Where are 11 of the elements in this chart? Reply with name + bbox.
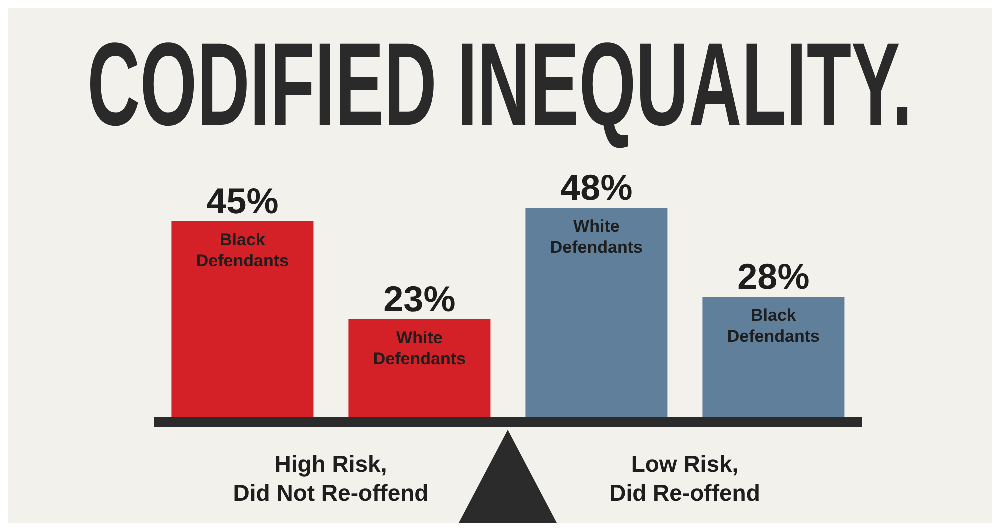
chart-title: CODIFIED INEQUALITY. [87,19,913,151]
data-label: 23% [384,278,456,320]
x-tick-label: Black Defendants [727,306,820,346]
x-tick-label: White Defendants [373,328,466,368]
data-label: 48% [560,167,633,208]
text: Low Risk, Did Re-offend [608,450,762,508]
data-label: 45% [206,180,279,222]
data-label: 28% [738,256,810,298]
x-tick-label: White Defendants [550,217,643,257]
x-tick-label: Black Defendants [196,230,289,270]
text: High Risk, Did Not Re-offend [232,450,430,508]
